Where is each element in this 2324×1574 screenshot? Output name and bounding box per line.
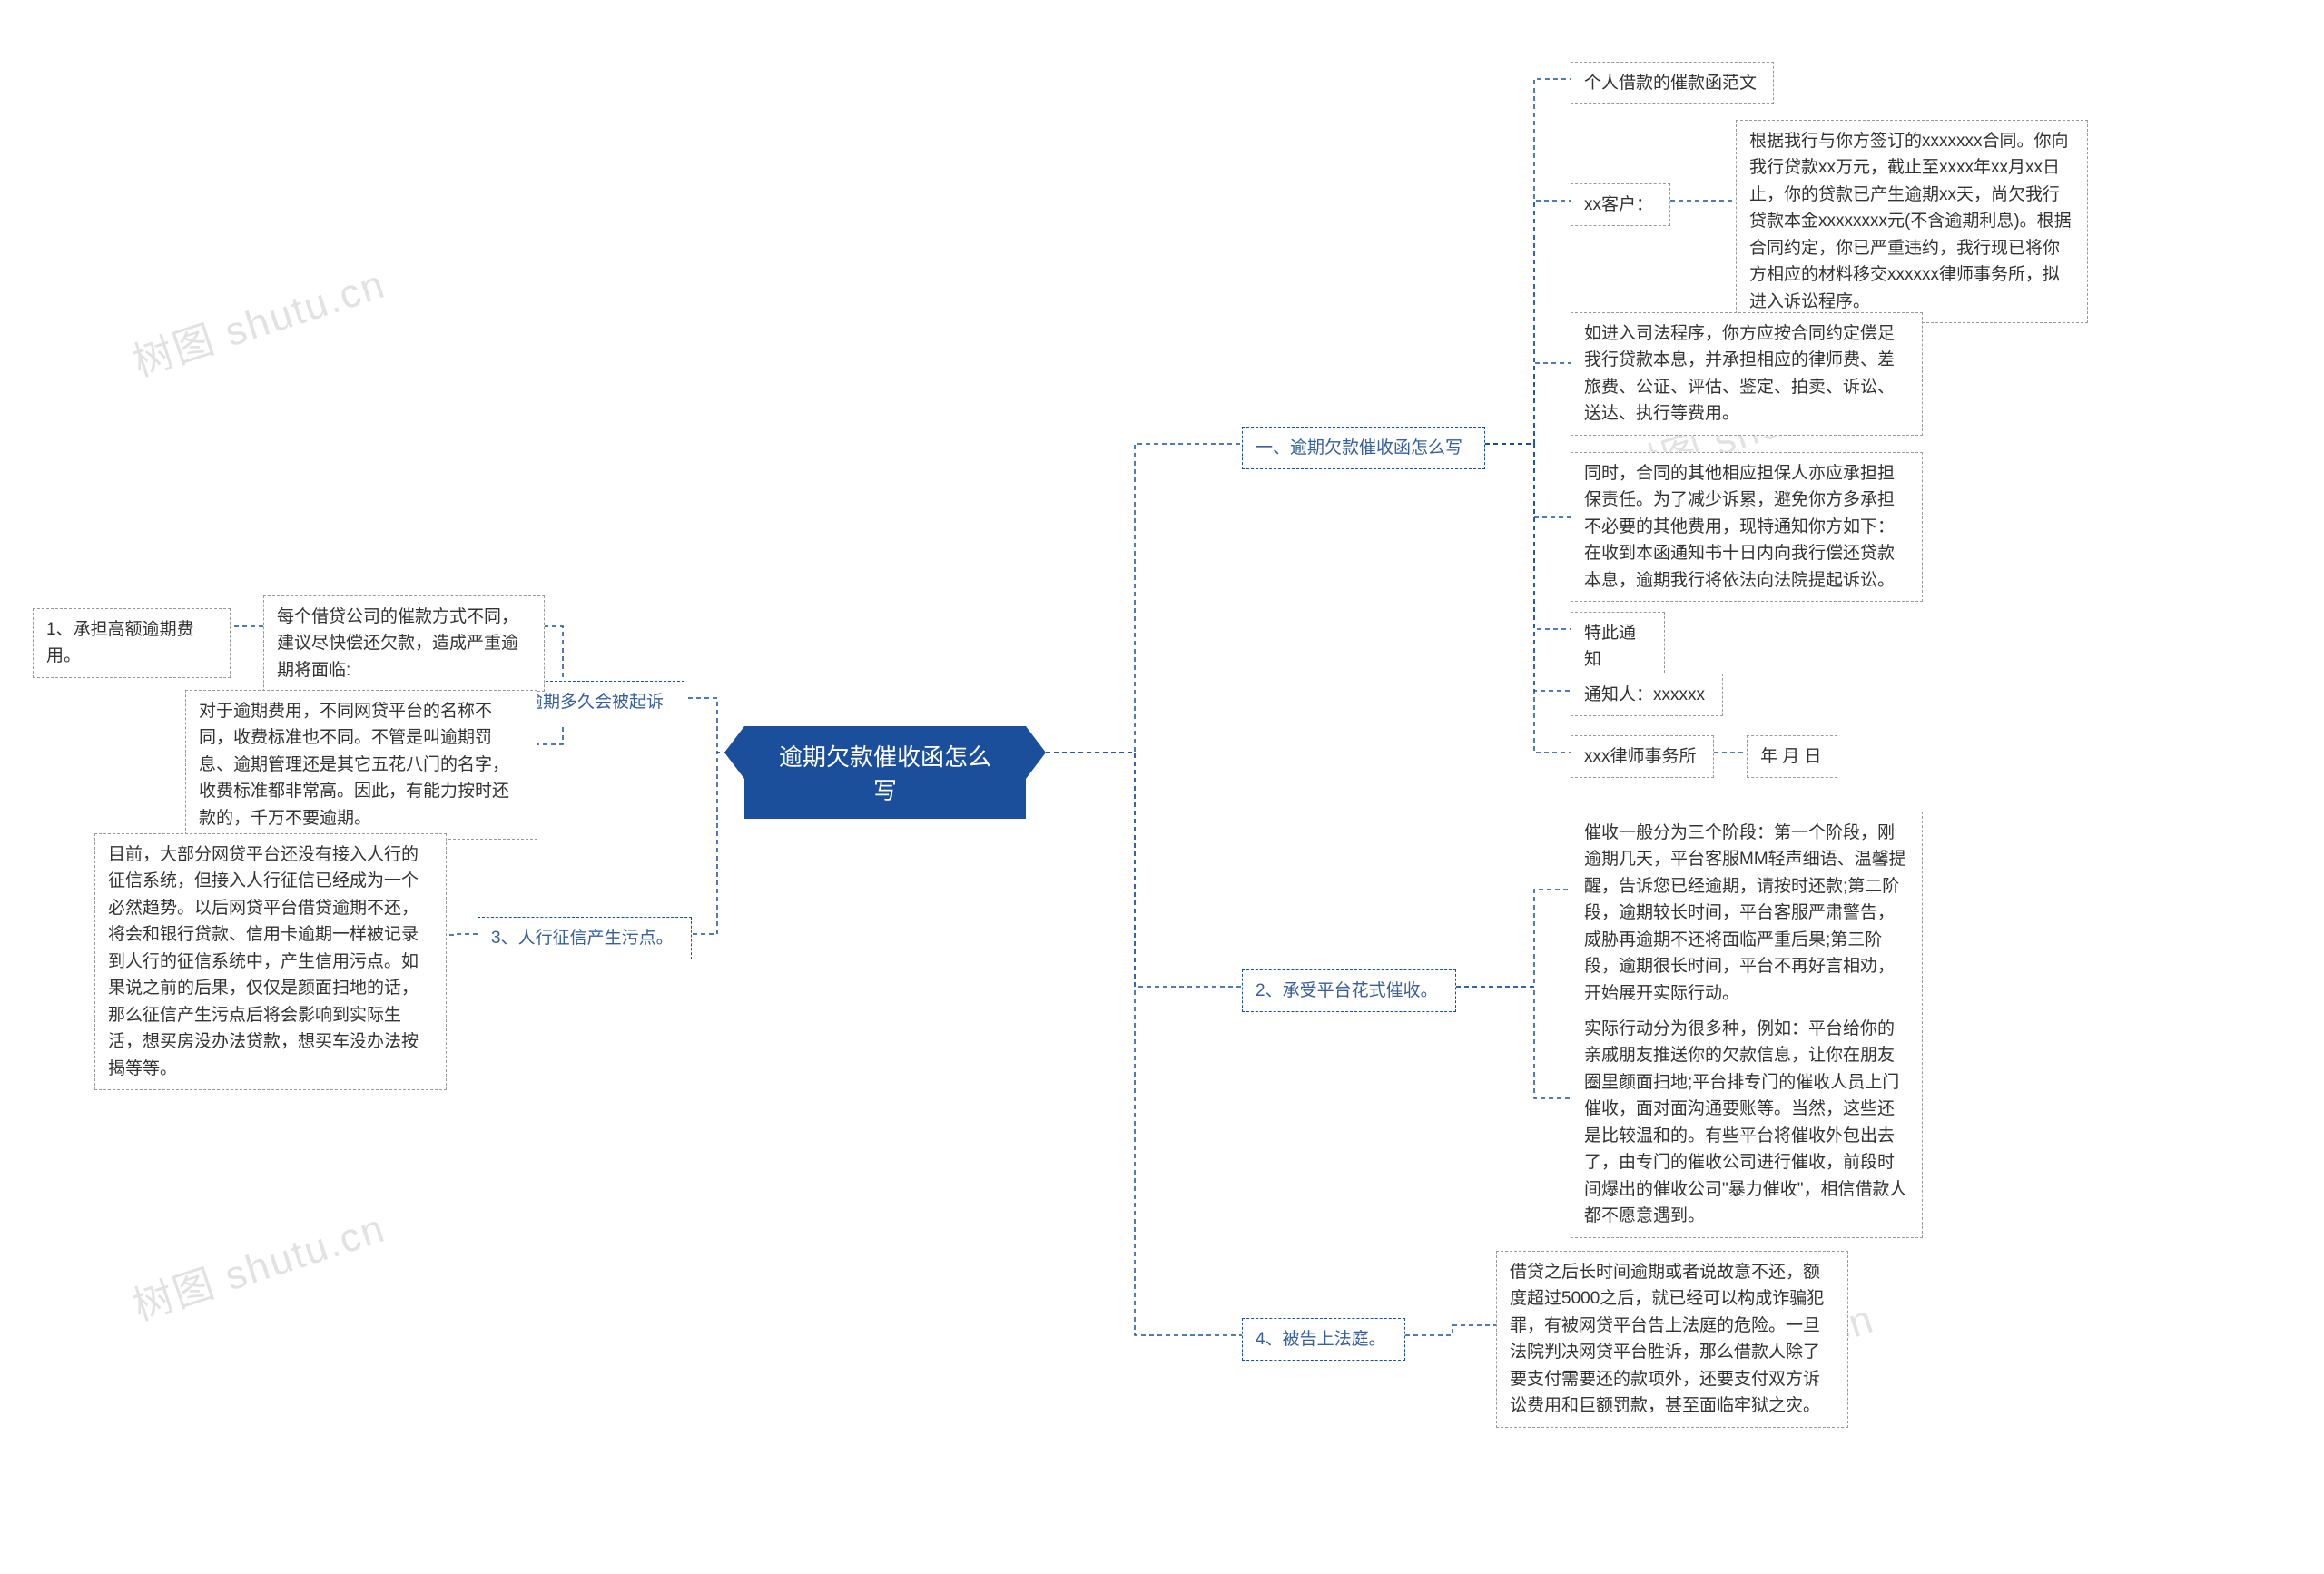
leaf-text: 根据我行与你方签订的xxxxxxx合同。你向我行贷款xx万元，截止至xxxx年x… [1749,132,2072,311]
branch-label: 4、被告上法庭。 [1256,1330,1386,1349]
leaf-text: 通知人：xxxxxx [1584,685,1705,704]
leaf-text: 借贷之后长时间逾期或者说故意不还，额度超过5000之后，就已经可以构成诈骗犯罪，… [1510,1263,1824,1415]
leaf-text: xx客户： [1584,195,1653,214]
leaf-r1f: 通知人：xxxxxx [1571,674,1723,716]
leaf-r1b1: 根据我行与你方签订的xxxxxxx合同。你向我行贷款xx万元，截止至xxxx年x… [1736,120,2088,323]
root-node: 逾期欠款催收函怎么写 [744,726,1026,819]
leaf-r1g1: 年 月 日 [1747,735,1837,778]
leaf-r2b: 实际行动分为很多种，例如：平台给你的亲戚朋友推送你的欠款信息，让你在朋友圈里颜面… [1571,1008,1923,1238]
leaf-r1g: xxx律师事务所 [1571,735,1714,778]
leaf-text: 如进入司法程序，你方应按合同约定偿足我行贷款本息，并承担相应的律师费、差旅费、公… [1584,324,1895,423]
leaf-text: 同时，合同的其他相应担保人亦应承担担保责任。为了减少诉累，避免你方多承担不必要的… [1584,464,1895,590]
leaf-r1e: 特此通知 [1571,612,1665,682]
leaf-text: xxx律师事务所 [1584,747,1697,766]
leaf-text: 目前，大部分网贷平台还没有接入人行的征信系统，但接入人行征信已经成为一个必然趋势… [108,845,419,1078]
leaf-text: 对于逾期费用，不同网贷平台的名称不同，收费标准也不同。不管是叫逾期罚息、逾期管理… [199,702,509,828]
branch-r2: 2、承受平台花式催收。 [1242,969,1456,1012]
watermark-3: 树图 shutu.cn [124,1195,391,1332]
leaf-l1a1: 1、承担高额逾期费用。 [33,608,231,678]
branch-label: 一、逾期欠款催收函怎么写 [1256,438,1462,457]
leaf-text: 每个借贷公司的催款方式不同，建议尽快偿还欠款，造成严重逾期将面临: [277,607,518,680]
branch-r3: 4、被告上法庭。 [1242,1318,1405,1361]
watermark-1: 树图 shutu.cn [124,251,391,388]
leaf-l2a: 目前，大部分网贷平台还没有接入人行的征信系统，但接入人行征信已经成为一个必然趋势… [94,833,447,1090]
leaf-text: 特此通知 [1584,624,1636,669]
branch-label: 3、人行征信产生污点。 [491,929,674,948]
leaf-r2a: 催收一般分为三个阶段：第一个阶段，刚逾期几天，平台客服MM轻声细语、温馨提醒，告… [1571,812,1923,1015]
leaf-r1d: 同时，合同的其他相应担保人亦应承担担保责任。为了减少诉累，避免你方多承担不必要的… [1571,452,1923,602]
leaf-text: 催收一般分为三个阶段：第一个阶段，刚逾期几天，平台客服MM轻声细语、温馨提醒，告… [1584,823,1906,1003]
branch-r1: 一、逾期欠款催收函怎么写 [1242,427,1485,469]
branch-l2: 3、人行征信产生污点。 [478,917,692,959]
root-label: 逾期欠款催收函怎么写 [779,743,991,804]
leaf-text: 年 月 日 [1760,747,1822,766]
leaf-r1c: 如进入司法程序，你方应按合同约定偿足我行贷款本息，并承担相应的律师费、差旅费、公… [1571,312,1923,436]
watermark-text: 树图 shutu.cn [128,1205,391,1329]
leaf-text: 1、承担高额逾期费用。 [46,620,194,665]
leaf-text: 实际行动分为很多种，例如：平台给你的亲戚朋友推送你的欠款信息，让你在朋友圈里颜面… [1584,1019,1907,1225]
leaf-r1a: 个人借款的催款函范文 [1571,62,1774,104]
leaf-text: 个人借款的催款函范文 [1584,74,1757,93]
branch-label: 2、承受平台花式催收。 [1256,981,1438,1000]
leaf-l1a: 每个借贷公司的催款方式不同，建议尽快偿还欠款，造成严重逾期将面临: [263,595,545,692]
leaf-r3a: 借贷之后长时间逾期或者说故意不还，额度超过5000之后，就已经可以构成诈骗犯罪，… [1496,1251,1848,1428]
leaf-r1b: xx客户： [1571,183,1670,226]
leaf-l1b: 对于逾期费用，不同网贷平台的名称不同，收费标准也不同。不管是叫逾期罚息、逾期管理… [185,690,537,840]
watermark-text: 树图 shutu.cn [128,261,391,385]
